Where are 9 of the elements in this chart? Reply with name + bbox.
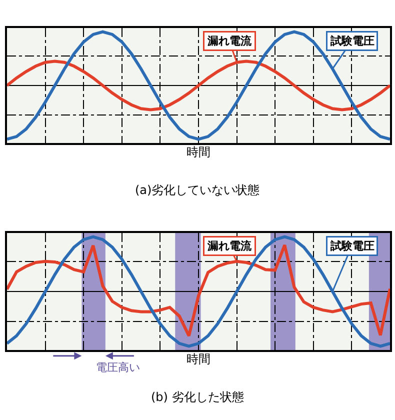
x-axis-title: 時間 <box>186 352 210 366</box>
series-label: 漏れ電流 <box>206 240 252 252</box>
text: (b) 劣化した状態 <box>151 390 244 404</box>
series-label: 漏れ電流 <box>206 34 252 48</box>
series-label: 試験電圧 <box>330 240 374 252</box>
text: (a)劣化していない状態 <box>135 183 260 197</box>
series-label: 試験電圧 <box>330 34 374 48</box>
x-axis-title: 時間 <box>186 145 210 160</box>
text: 電圧高い <box>96 361 140 374</box>
